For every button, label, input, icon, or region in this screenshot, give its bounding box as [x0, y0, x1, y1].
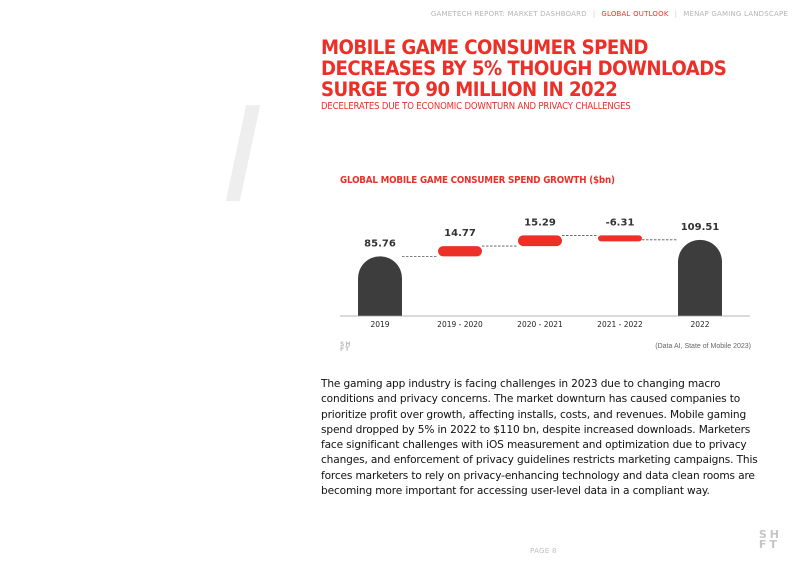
nav-separator: |	[592, 10, 596, 18]
bar-total-2022	[678, 239, 722, 316]
nav-item-global-outlook[interactable]: GLOBAL OUTLOOK	[601, 10, 669, 18]
bar-delta-1	[438, 246, 482, 257]
category-label: 2021 - 2022	[597, 320, 643, 329]
category-label: 2022	[690, 320, 709, 329]
nav-item-menap-gaming-landscape[interactable]: MENAP GAMING LANDSCAPE	[683, 10, 788, 18]
bar-value-label: 109.51	[681, 222, 720, 233]
top-navigation: GAMETECH REPORT: MARKET DASHBOARD | GLOBAL…	[431, 10, 788, 18]
category-label: 2019 - 2020	[437, 320, 483, 329]
nav-item-market-dashboard[interactable]: GAMETECH REPORT: MARKET DASHBOARD	[430, 10, 587, 18]
page-number: PAGE 8	[530, 547, 557, 555]
decorative-slash	[225, 105, 261, 201]
bar-value-label: 15.29	[524, 217, 556, 228]
page-subtitle: DECELERATES DUE TO ECONOMIC DOWNTURN AND…	[321, 101, 631, 112]
bar-total-2019	[358, 256, 402, 316]
bar-delta-2	[518, 235, 562, 247]
category-label: 2020 - 2021	[517, 320, 563, 329]
chart-title: GLOBAL MOBILE GAME CONSUMER SPEND GROWTH…	[340, 175, 615, 186]
nav-separator: |	[674, 10, 678, 18]
bar-value-label: 85.76	[364, 238, 396, 249]
body-paragraph: The gaming app industry is facing challe…	[321, 378, 758, 498]
shift-logo: SH FT	[758, 528, 782, 551]
chart-source: (Data AI, State of Mobile 2023)	[655, 343, 751, 350]
bar-value-label: 14.77	[444, 228, 476, 239]
waterfall-chart: 85.76 2019 14.77 2019 - 2020 15.29 2020 - 202…	[340, 217, 750, 329]
bar-delta-3	[598, 235, 642, 242]
bar-value-label: -6.31	[606, 217, 635, 228]
shift-logo-small: SH FT	[340, 341, 352, 354]
page-title: MOBILE GAME CONSUMER SPEND DECREASES BY …	[321, 36, 727, 101]
category-label: 2019	[370, 320, 389, 329]
